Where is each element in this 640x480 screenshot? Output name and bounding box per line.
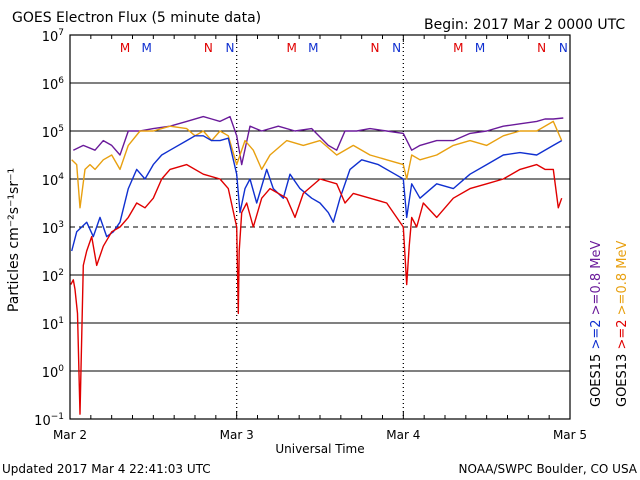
mn-marker: M bbox=[286, 41, 296, 55]
y-tick-label: 104 bbox=[42, 172, 65, 189]
legend-column: GOES15 >=2 >=0.8 MeV bbox=[589, 241, 604, 407]
legend-entry: GOES15 bbox=[589, 350, 604, 407]
legend-column: GOES13 >=2 >=0.8 MeV bbox=[615, 241, 630, 407]
footer-updated: Updated 2017 Mar 4 22:41:03 UTC bbox=[2, 462, 211, 476]
x-tick-label: Mar 4 bbox=[386, 428, 420, 442]
x-tick-labels: Mar 2 Mar 3 Mar 4 Mar 5 bbox=[53, 428, 587, 442]
series-line-1 bbox=[71, 120, 563, 209]
legend-entry: >=2 bbox=[589, 315, 604, 349]
mn-marker: N bbox=[204, 41, 213, 55]
y-axis-label: Particles cm⁻²s⁻¹sr⁻¹ bbox=[6, 168, 22, 312]
legend-entry: >=2 bbox=[615, 315, 630, 349]
y-tick-label: 100 bbox=[42, 364, 65, 381]
chart-title: GOES Electron Flux (5 minute data) bbox=[12, 10, 261, 26]
mn-marker: M bbox=[453, 41, 463, 55]
legend-entry: >=0.8 MeV bbox=[589, 241, 604, 316]
mn-marker: M bbox=[308, 41, 318, 55]
plot-frame bbox=[69, 34, 571, 420]
mn-marker: M bbox=[120, 41, 130, 55]
series-line-2 bbox=[71, 135, 563, 252]
y-tick-label: 10−1 bbox=[34, 412, 64, 429]
y-tick-label: 105 bbox=[42, 124, 64, 141]
begin-label: Begin: 2017 Mar 2 0000 UTC bbox=[424, 17, 625, 33]
y-tick-label: 103 bbox=[42, 220, 64, 237]
mn-marker: N bbox=[371, 41, 380, 55]
legend-entry: GOES13 bbox=[615, 350, 630, 407]
x-tick-label: Mar 5 bbox=[553, 428, 587, 442]
x-axis-label: Universal Time bbox=[275, 442, 364, 456]
mn-marker: N bbox=[392, 41, 401, 55]
y-tick-labels: 10−1 100 101 102 103 104 105 106 107 bbox=[34, 28, 64, 429]
plot-grid bbox=[69, 35, 571, 419]
mn-marker: N bbox=[537, 41, 546, 55]
legend-entry: >=0.8 MeV bbox=[615, 241, 630, 316]
mn-marker: N bbox=[559, 41, 568, 55]
mn-marker: M bbox=[475, 41, 485, 55]
y-tick-label: 106 bbox=[42, 76, 65, 93]
x-tick-label: Mar 2 bbox=[53, 428, 87, 442]
y-tick-label: 102 bbox=[42, 268, 64, 285]
series-lines bbox=[70, 115, 564, 415]
y-tick-label: 101 bbox=[42, 316, 64, 333]
series-line-0 bbox=[72, 115, 564, 166]
series-line-3 bbox=[70, 163, 563, 415]
mn-marker: M bbox=[141, 41, 151, 55]
footer-credit: NOAA/SWPC Boulder, CO USA bbox=[459, 462, 638, 476]
y-tick-label: 107 bbox=[42, 28, 64, 45]
mn-marker: N bbox=[226, 41, 235, 55]
x-tick-label: Mar 3 bbox=[220, 428, 254, 442]
